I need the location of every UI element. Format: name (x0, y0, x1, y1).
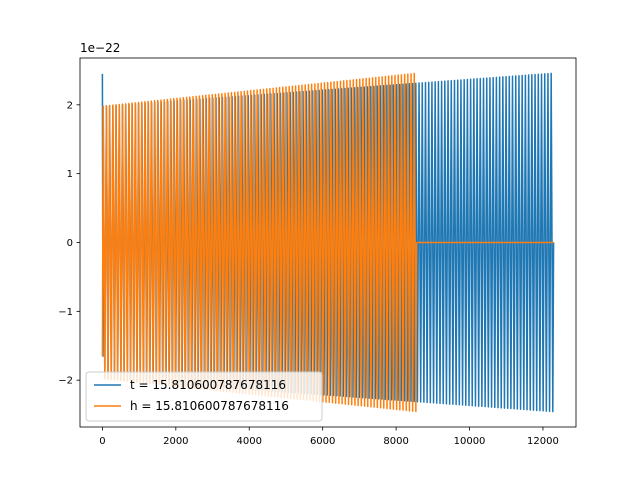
y-scale-label: 1e−22 (80, 41, 120, 55)
y-axis: −2 −1 0 1 2 (58, 100, 80, 387)
x-tick-label: 10000 (454, 436, 486, 447)
legend-label-2: h = 15.810600787678116 (130, 399, 289, 413)
y-tick-label: −1 (58, 307, 73, 318)
legend: t = 15.810600787678116 h = 15.81060078767… (85, 371, 323, 422)
y-tick-label: 1 (67, 169, 73, 180)
x-tick-label: 2000 (163, 436, 188, 447)
legend-label-1: t = 15.810600787678116 (130, 378, 286, 392)
x-tick-label: 12000 (527, 436, 559, 447)
legend-box (85, 371, 323, 422)
x-axis: 0 2000 4000 6000 8000 10000 12000 (99, 427, 559, 447)
y-tick-label: −2 (58, 376, 73, 387)
y-tick-label: 2 (67, 100, 73, 111)
plot-content (101, 72, 555, 413)
x-tick-label: 4000 (237, 436, 262, 447)
y-tick-label: 0 (67, 238, 73, 249)
x-tick-label: 8000 (383, 436, 408, 447)
series-2 (101, 72, 554, 413)
x-tick-label: 0 (99, 436, 105, 447)
series-2-line (101, 72, 418, 413)
x-tick-label: 6000 (310, 436, 335, 447)
